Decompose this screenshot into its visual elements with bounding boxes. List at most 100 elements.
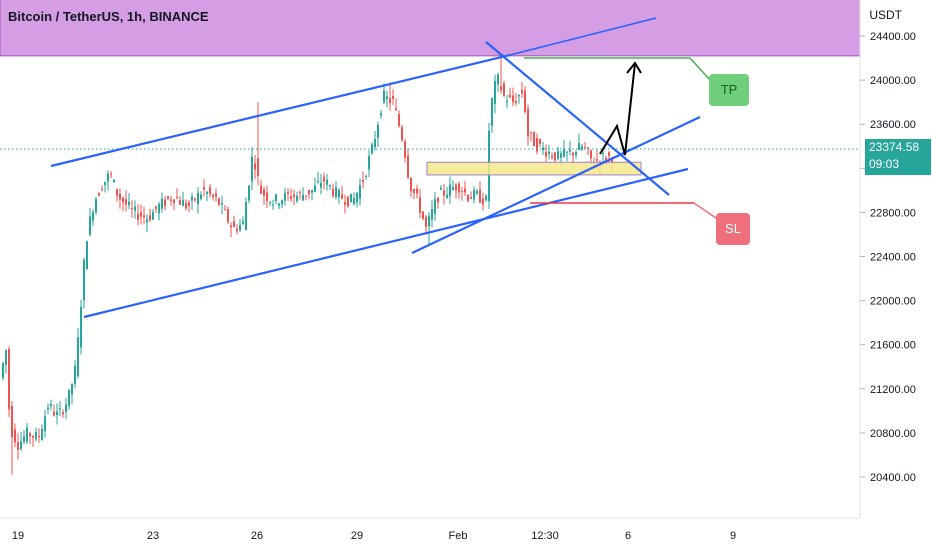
candle-body: [464, 188, 466, 193]
candle-body: [314, 185, 316, 192]
candle-body: [473, 189, 475, 200]
candle-body: [308, 189, 310, 195]
candle-body: [356, 192, 358, 203]
price-tick-label: 22400.00: [870, 252, 916, 264]
candle-body: [425, 216, 427, 227]
candle-body: [278, 203, 280, 206]
candle-body: [491, 98, 493, 126]
candle-body: [611, 159, 613, 164]
candle-body: [212, 194, 214, 197]
candle-body: [449, 184, 451, 196]
candle-body: [443, 190, 445, 196]
candle-body: [482, 198, 484, 205]
current-price-value: 23374.58: [869, 140, 920, 154]
candle-body: [455, 184, 457, 191]
candle-body: [152, 212, 154, 220]
price-tick-label: 23600.00: [870, 119, 916, 131]
price-axis[interactable]: 24400.0024000.0023600.0023200.0022800.00…: [860, 31, 916, 484]
candle-body: [254, 163, 256, 170]
symbol-title: Bitcoin / TetherUS, 1h, BINANCE: [8, 9, 209, 24]
candle-body: [416, 188, 418, 194]
candle-body: [101, 189, 103, 191]
candle-body: [251, 156, 253, 182]
candle-body: [587, 147, 589, 149]
candle-body: [242, 221, 244, 224]
candle-body: [569, 149, 571, 152]
candle-body: [404, 141, 406, 158]
time-tick-label: 6: [625, 530, 631, 542]
resistance-zone: [0, 0, 861, 57]
candle-body: [227, 209, 229, 222]
candle-body: [197, 192, 199, 205]
candle-body: [5, 350, 7, 365]
candle-body: [224, 209, 226, 211]
candle-body: [203, 186, 205, 190]
time-axis[interactable]: 19 23 26 29 Feb 12:30 6 9: [12, 530, 736, 542]
candle-body: [167, 196, 169, 199]
candle-body: [140, 212, 142, 217]
candle-body: [182, 200, 184, 206]
candle-body: [122, 197, 124, 203]
candle-body: [119, 193, 121, 200]
candle-body: [86, 241, 88, 270]
candle-body: [329, 185, 331, 187]
candle-body: [326, 179, 328, 185]
candle-body: [176, 197, 178, 199]
candle-body: [413, 189, 415, 193]
candle-body: [374, 139, 376, 148]
candle-body: [8, 349, 10, 410]
candle-body: [386, 96, 388, 100]
candle-body: [155, 206, 157, 209]
candle-body: [440, 187, 442, 190]
candle-body: [221, 203, 223, 205]
candle-body: [452, 187, 454, 190]
candle-body: [338, 190, 340, 198]
candle-body: [104, 181, 106, 186]
candle-body: [407, 155, 409, 178]
candle-body: [281, 200, 283, 205]
candle-body: [272, 204, 274, 206]
candle-body: [38, 435, 40, 437]
candle-body: [566, 151, 568, 153]
candle-body: [398, 114, 400, 127]
candle-body: [320, 183, 322, 188]
candle-body: [383, 90, 385, 103]
candle-body: [53, 411, 55, 416]
candle-body: [548, 151, 550, 155]
candle-body: [218, 198, 220, 205]
candle-body: [458, 183, 460, 193]
candle-body: [335, 187, 337, 197]
candle-body: [578, 143, 580, 150]
candle-body: [518, 95, 520, 97]
candle-body: [50, 404, 52, 407]
projection-arrowhead: [626, 61, 642, 74]
candle-body: [23, 436, 25, 442]
candle-body: [17, 442, 19, 450]
candle-body: [470, 197, 472, 199]
candle-body: [437, 197, 439, 203]
candle-body: [467, 195, 469, 201]
price-tick-label: 20400.00: [870, 472, 916, 484]
candle-body: [293, 194, 295, 197]
candle-body: [137, 213, 139, 220]
candle-body: [269, 202, 271, 204]
candle-body: [581, 146, 583, 150]
candle-body: [245, 202, 247, 231]
candle-body: [20, 441, 22, 449]
candle-body: [392, 96, 394, 99]
candle-body: [68, 389, 70, 407]
candle-body: [323, 176, 325, 182]
candle-body: [134, 206, 136, 211]
candle-body: [164, 199, 166, 206]
candle-body: [389, 98, 391, 104]
candle-body: [62, 412, 64, 415]
candle-body: [116, 188, 118, 196]
candle-body: [14, 429, 16, 443]
price-tick-label: 22800.00: [870, 207, 916, 219]
candle-body: [557, 151, 559, 159]
time-tick-label: 9: [730, 530, 736, 542]
candle-body: [395, 108, 397, 110]
candle-body: [284, 192, 286, 201]
candle-body: [71, 384, 73, 395]
